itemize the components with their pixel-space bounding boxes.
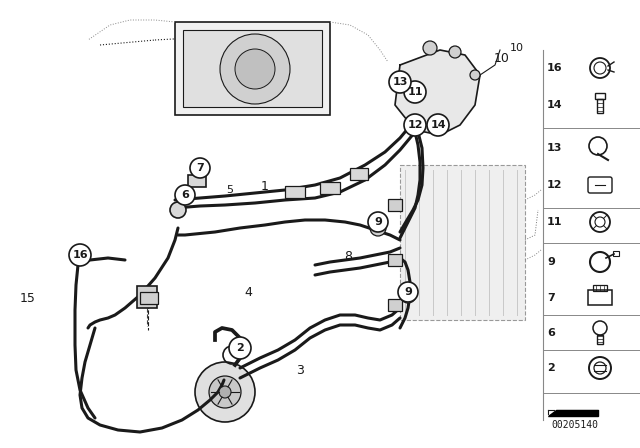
Text: 10: 10 — [510, 43, 524, 53]
Polygon shape — [395, 50, 480, 135]
Bar — [593, 285, 607, 291]
Circle shape — [170, 202, 186, 218]
Text: 13: 13 — [547, 143, 563, 153]
Text: 4: 4 — [244, 285, 252, 298]
Text: 14: 14 — [430, 120, 446, 130]
Circle shape — [175, 185, 195, 205]
Bar — [285, 186, 305, 198]
Bar — [595, 93, 605, 99]
Text: 11: 11 — [547, 217, 563, 227]
Text: 7: 7 — [196, 163, 204, 173]
Circle shape — [404, 114, 426, 136]
Text: 9: 9 — [374, 217, 382, 227]
Text: 5: 5 — [227, 185, 234, 195]
Circle shape — [423, 41, 437, 55]
Bar — [588, 290, 612, 305]
Text: 10: 10 — [494, 52, 510, 65]
Circle shape — [220, 34, 290, 104]
Text: 9: 9 — [404, 287, 412, 297]
Text: 1: 1 — [261, 180, 269, 193]
Bar — [320, 182, 340, 194]
Bar — [388, 299, 402, 311]
Bar — [388, 199, 402, 211]
Text: 7: 7 — [547, 293, 555, 303]
Bar — [613, 251, 619, 256]
Circle shape — [370, 220, 386, 236]
Circle shape — [219, 386, 231, 398]
Bar — [175, 22, 330, 115]
Circle shape — [400, 287, 416, 303]
Text: 6: 6 — [547, 328, 555, 338]
Circle shape — [449, 46, 461, 58]
Circle shape — [368, 212, 388, 232]
Circle shape — [389, 71, 411, 93]
Bar — [350, 168, 368, 180]
Text: 3: 3 — [296, 363, 304, 376]
Text: 8: 8 — [344, 250, 352, 263]
Text: 00205140: 00205140 — [552, 420, 598, 430]
Text: 16: 16 — [72, 250, 88, 260]
Circle shape — [404, 81, 426, 103]
Text: 11: 11 — [407, 87, 423, 97]
Text: 12: 12 — [407, 120, 423, 130]
Circle shape — [69, 244, 91, 266]
Text: 16: 16 — [547, 63, 563, 73]
Text: 2: 2 — [236, 343, 244, 353]
Bar — [597, 99, 603, 113]
Circle shape — [209, 376, 241, 408]
Circle shape — [195, 362, 255, 422]
Bar — [597, 335, 603, 344]
Circle shape — [190, 158, 210, 178]
Bar — [183, 30, 322, 107]
Text: 13: 13 — [392, 77, 408, 87]
Text: 12: 12 — [547, 180, 563, 190]
Bar — [137, 286, 157, 308]
Circle shape — [427, 114, 449, 136]
Circle shape — [470, 70, 480, 80]
Text: 14: 14 — [547, 100, 563, 110]
Bar — [388, 254, 402, 266]
Circle shape — [398, 282, 418, 302]
Bar — [140, 292, 158, 304]
Polygon shape — [548, 410, 598, 416]
Circle shape — [235, 49, 275, 89]
Circle shape — [229, 337, 251, 359]
Text: 6: 6 — [181, 190, 189, 200]
Bar — [188, 175, 206, 187]
Text: 15: 15 — [20, 292, 36, 305]
Text: 2: 2 — [547, 363, 555, 373]
Bar — [400, 165, 525, 320]
Text: 9: 9 — [547, 257, 555, 267]
